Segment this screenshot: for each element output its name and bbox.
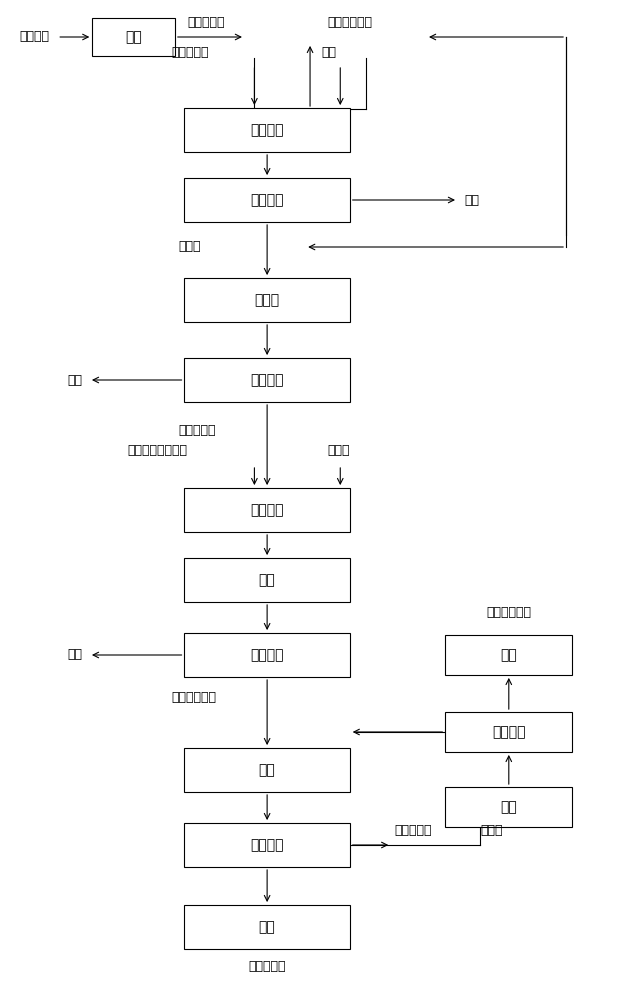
- Bar: [92, 18, 175, 56]
- Bar: [184, 558, 350, 602]
- Text: 氢氟酸: 氢氟酸: [480, 824, 502, 838]
- Bar: [445, 787, 572, 827]
- Text: 干燥: 干燥: [259, 920, 275, 934]
- Text: 滤饥: 滤饥: [67, 373, 83, 386]
- Text: 络合剤: 络合剤: [328, 444, 350, 456]
- Text: 工业级氟化锂: 工业级氟化锂: [487, 606, 531, 619]
- Text: 过滤洗涆: 过滤洗涆: [251, 648, 284, 662]
- Bar: [445, 712, 572, 752]
- Bar: [184, 358, 350, 402]
- Bar: [445, 635, 572, 675]
- Text: 精制氢氧化锂溶液: 精制氢氧化锂溶液: [127, 444, 187, 456]
- Text: 滤液及洗液: 滤液及洗液: [178, 424, 216, 436]
- Text: 碳酸锂精矿: 碳酸锂精矿: [188, 15, 225, 28]
- Bar: [184, 178, 350, 222]
- Text: 粗碳酸锂: 粗碳酸锂: [19, 30, 49, 43]
- Text: 苛化液: 苛化液: [178, 240, 200, 253]
- Bar: [184, 108, 350, 152]
- Text: 浓　缩: 浓 缩: [254, 293, 280, 307]
- Text: 超纯水／母液: 超纯水／母液: [328, 15, 373, 28]
- Bar: [184, 748, 350, 792]
- Text: 碳化: 碳化: [259, 573, 275, 587]
- Bar: [184, 823, 350, 867]
- Text: 高纯碳酸锂: 高纯碳酸锂: [249, 960, 286, 974]
- Bar: [184, 905, 350, 949]
- Text: 脱碳: 脱碳: [259, 763, 275, 777]
- Bar: [184, 278, 350, 322]
- Text: 滤渣: 滤渣: [464, 194, 480, 207]
- Text: 反应: 反应: [501, 800, 517, 814]
- Text: 碳酸氢锂溶液: 碳酸氢锂溶液: [172, 691, 217, 704]
- Text: 过滤洗涆: 过滤洗涆: [251, 838, 284, 852]
- Text: 滤饥: 滤饥: [67, 648, 83, 662]
- Text: 干燥: 干燥: [501, 648, 517, 662]
- Text: 过滤洗涆: 过滤洗涆: [251, 193, 284, 207]
- Text: 苛化反应: 苛化反应: [251, 123, 284, 137]
- Text: 过滤洗涆: 过滤洗涆: [492, 725, 525, 739]
- Text: 石灰: 石灰: [321, 46, 336, 59]
- Bar: [184, 633, 350, 677]
- Text: 络合反应: 络合反应: [251, 503, 284, 517]
- Text: 碳酸锂料浆: 碳酸锂料浆: [172, 46, 209, 59]
- Text: 滤液及洗水: 滤液及洗水: [394, 824, 432, 838]
- Bar: [184, 488, 350, 532]
- Text: 精制: 精制: [125, 30, 142, 44]
- Text: 过滤洗涆: 过滤洗涆: [251, 373, 284, 387]
